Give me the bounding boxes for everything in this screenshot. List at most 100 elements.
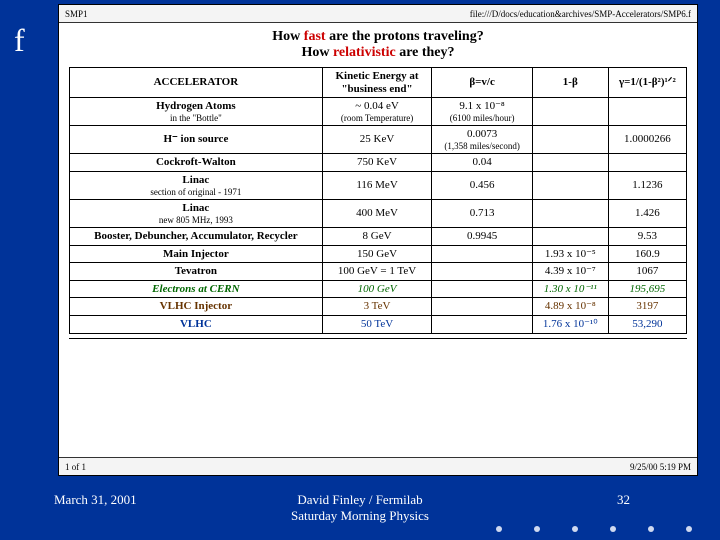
title2-post: are they?	[396, 45, 455, 60]
table-cell	[432, 245, 533, 263]
table-cell: 25 KeV	[322, 126, 432, 154]
table-cell: 0.456	[432, 171, 533, 199]
table-cell: 750 KeV	[322, 154, 432, 172]
table-cell: 3 TeV	[322, 298, 432, 316]
footer-center: David Finley / Fermilab Saturday Morning…	[0, 492, 720, 523]
table-cell	[432, 298, 533, 316]
decorative-dots	[496, 526, 692, 532]
dot-icon	[648, 526, 654, 532]
title1-pre: How	[272, 29, 304, 44]
table-row: H⁻ ion source25 KeV0.0073(1,358 miles/se…	[70, 126, 687, 154]
table-cell: 0.9945	[432, 227, 533, 245]
table-row: Linacsection of original - 1971116 MeV0.…	[70, 171, 687, 199]
dot-icon	[686, 526, 692, 532]
title1-post: are the protons traveling?	[326, 29, 484, 44]
fermilab-f-label: f	[14, 22, 25, 59]
col-accelerator: ACCELERATOR	[70, 68, 323, 98]
col-energy-top: Kinetic Energy at	[335, 70, 418, 82]
table-cell: Linacnew 805 MHz, 1993	[70, 199, 323, 227]
table-cell: 1.1236	[608, 171, 686, 199]
browser-url: file:///D/docs/education&archives/SMP-Ac…	[470, 9, 691, 19]
table-cell: 0.713	[432, 199, 533, 227]
title2-pre: How	[301, 45, 333, 60]
table-cell: 195,695	[608, 280, 686, 298]
table-row: Linacnew 805 MHz, 1993400 MeV0.713 1.426	[70, 199, 687, 227]
table-row: Electrons at CERN100 GeV 1.30 x 10⁻¹¹195,…	[70, 280, 687, 298]
dot-icon	[610, 526, 616, 532]
browser-status-bar: 1 of 1 9/25/00 5:19 PM	[59, 457, 697, 475]
table-cell: Hydrogen Atomsin the "Bottle"	[70, 98, 323, 126]
table-cell: Cockroft-Walton	[70, 154, 323, 172]
table-cell: Tevatron	[70, 263, 323, 281]
table-cell: 8 GeV	[322, 227, 432, 245]
dot-icon	[572, 526, 578, 532]
table-cell: 100 GeV	[322, 280, 432, 298]
table-cell	[432, 280, 533, 298]
table-cell: 1.30 x 10⁻¹¹	[532, 280, 608, 298]
table-cell	[532, 227, 608, 245]
table-cell	[532, 171, 608, 199]
table-cell: 1.0000266	[608, 126, 686, 154]
table-cell: 1.76 x 10⁻¹⁰	[532, 316, 608, 334]
status-left: 1 of 1	[65, 462, 86, 472]
table-cell: 53,290	[608, 316, 686, 334]
slide-footer: March 31, 2001 David Finley / Fermilab S…	[0, 482, 720, 540]
table-row: VLHC Injector3 TeV 4.89 x 10⁻⁸3197	[70, 298, 687, 316]
table-cell: Main Injector	[70, 245, 323, 263]
footer-page-number: 32	[617, 492, 630, 508]
dot-icon	[534, 526, 540, 532]
title-line-2: How relativistic are they?	[69, 45, 687, 61]
table-row: Booster, Debuncher, Accumulator, Recycle…	[70, 227, 687, 245]
table-row: Hydrogen Atomsin the "Bottle"~ 0.04 eV(r…	[70, 98, 687, 126]
table-cell: 50 TeV	[322, 316, 432, 334]
col-beta: β=v/c	[432, 68, 533, 98]
browser-screenshot: SMP1 file:///D/docs/education&archives/S…	[58, 4, 698, 476]
table-cell: 9.1 x 10⁻⁸(6100 miles/hour)	[432, 98, 533, 126]
title1-em: fast	[304, 29, 326, 44]
table-cell: Booster, Debuncher, Accumulator, Recycle…	[70, 227, 323, 245]
table-cell: Linacsection of original - 1971	[70, 171, 323, 199]
table-cell: 4.39 x 10⁻⁷	[532, 263, 608, 281]
table-header-row: ACCELERATOR Kinetic Energy at "business …	[70, 68, 687, 98]
table-cell	[532, 126, 608, 154]
page-title-block: How fast are the protons traveling? How …	[69, 29, 687, 61]
table-cell	[532, 98, 608, 126]
table-cell: H⁻ ion source	[70, 126, 323, 154]
browser-title-bar: SMP1 file:///D/docs/education&archives/S…	[59, 5, 697, 23]
page-content: How fast are the protons traveling? How …	[59, 23, 697, 457]
table-body: Hydrogen Atomsin the "Bottle"~ 0.04 eV(r…	[70, 98, 687, 333]
col-energy: Kinetic Energy at "business end"	[322, 68, 432, 98]
title-line-1: How fast are the protons traveling?	[69, 29, 687, 45]
table-cell: 1067	[608, 263, 686, 281]
col-energy-bot: "business end"	[341, 83, 412, 95]
table-row: Main Injector150 GeV1.93 x 10⁻⁵160.9	[70, 245, 687, 263]
table-cell	[432, 316, 533, 334]
table-cell	[432, 263, 533, 281]
table-cell: 4.89 x 10⁻⁸	[532, 298, 608, 316]
accelerator-table: ACCELERATOR Kinetic Energy at "business …	[69, 67, 687, 334]
footer-event: Saturday Morning Physics	[291, 508, 429, 523]
table-cell: 0.04	[432, 154, 533, 172]
footer-author: David Finley / Fermilab	[297, 492, 422, 507]
table-cell: 1.426	[608, 199, 686, 227]
col-gamma: γ=1/(1-β²)¹ᐟ²	[608, 68, 686, 98]
table-row: Cockroft-Walton750 KeV0.04	[70, 154, 687, 172]
table-cell: 116 MeV	[322, 171, 432, 199]
table-cell: VLHC Injector	[70, 298, 323, 316]
table-cell: 0.0073(1,358 miles/second)	[432, 126, 533, 154]
col-one-minus-beta: 1-β	[532, 68, 608, 98]
table-cell: 400 MeV	[322, 199, 432, 227]
table-cell	[608, 98, 686, 126]
table-row: VLHC50 TeV1.76 x 10⁻¹⁰53,290	[70, 316, 687, 334]
table-cell	[532, 199, 608, 227]
table-cell: 160.9	[608, 245, 686, 263]
dot-icon	[496, 526, 502, 532]
table-cell: 1.93 x 10⁻⁵	[532, 245, 608, 263]
bottom-rule	[69, 338, 687, 339]
status-right: 9/25/00 5:19 PM	[630, 462, 691, 472]
table-row: Tevatron100 GeV = 1 TeV4.39 x 10⁻⁷1067	[70, 263, 687, 281]
table-cell: ~ 0.04 eV(room Temperature)	[322, 98, 432, 126]
table-cell: 3197	[608, 298, 686, 316]
table-cell: 9.53	[608, 227, 686, 245]
table-cell: Electrons at CERN	[70, 280, 323, 298]
